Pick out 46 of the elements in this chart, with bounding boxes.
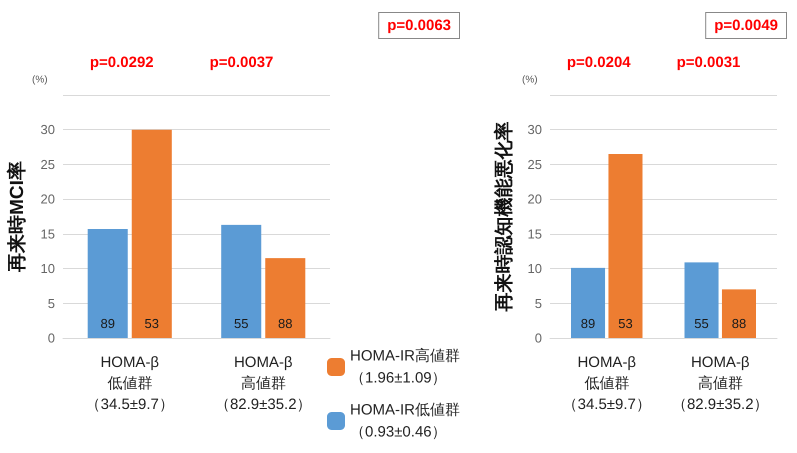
- annotation: 53: [144, 316, 160, 331]
- legend-label: HOMA-IR低値群（0.93±0.46）: [350, 402, 460, 440]
- y-axis-title: 再来時MCI率: [6, 161, 28, 273]
- annotation: 89: [580, 316, 596, 331]
- text: (%): [32, 74, 48, 86]
- text: p=0.0037: [210, 54, 274, 71]
- annotation: 89: [100, 316, 115, 331]
- annotation: 88: [732, 316, 746, 331]
- annotation: 53: [618, 316, 633, 331]
- y-tick-label: 25: [528, 156, 542, 172]
- bar: [608, 154, 643, 338]
- annotation: 55: [234, 316, 248, 331]
- y-tick-label: 25: [40, 156, 55, 172]
- y-tick-label: 10: [40, 261, 55, 276]
- legend-label: HOMA-IR高値群（1.96±1.09）: [350, 348, 460, 386]
- y-tick-label: 10: [528, 261, 542, 276]
- text: p=0.0204: [566, 54, 632, 71]
- text: p=0.0031: [676, 54, 740, 71]
- y-tick-label: 20: [528, 192, 542, 207]
- bar: [221, 224, 262, 338]
- text: p=0.0049: [714, 17, 778, 34]
- y-tick-label: 20: [40, 192, 55, 207]
- y-tick-label: 0: [48, 330, 55, 346]
- x-tick-label: HOMA-β低値群（34.5±9.7）: [562, 354, 651, 413]
- bar: [570, 268, 606, 338]
- y-tick-label: 5: [534, 296, 542, 311]
- y-tick-label: 15: [40, 226, 55, 242]
- text: (%): [522, 74, 538, 86]
- y-tick-label: 30: [528, 122, 542, 138]
- bar: [722, 289, 756, 338]
- bar: [265, 258, 306, 338]
- bar: [684, 262, 719, 338]
- text: p=0.0292: [90, 54, 154, 71]
- bar: [132, 130, 172, 338]
- annotation: 55: [694, 316, 709, 331]
- x-tick-label: HOMA-β高値群（82.9±35.2）: [672, 354, 769, 413]
- y-tick-label: 15: [528, 226, 542, 242]
- x-tick-label: HOMA-β高値群（82.9±35.2）: [214, 354, 312, 413]
- x-tick-label: HOMA-β低値群（34.5±9.7）: [86, 354, 174, 413]
- annotation: 88: [278, 316, 293, 331]
- y-tick-label: 30: [40, 122, 55, 138]
- y-tick-label: 5: [48, 296, 55, 311]
- text: p=0.0063: [387, 17, 452, 34]
- bar: [88, 228, 128, 338]
- y-axis-title: 再来時認知機能悪化率: [493, 122, 515, 312]
- y-tick-label: 0: [534, 330, 542, 346]
